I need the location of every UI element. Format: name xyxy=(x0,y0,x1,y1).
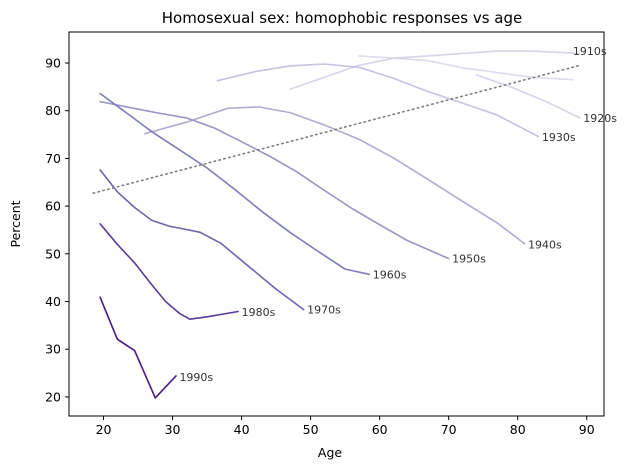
x-tick-label: 40 xyxy=(234,422,250,437)
y-tick-label: 70 xyxy=(45,151,61,166)
series-line-trend xyxy=(92,64,581,194)
x-tick-label: 30 xyxy=(165,422,181,437)
y-tick-label: 60 xyxy=(45,199,61,214)
x-tick-label: 60 xyxy=(372,422,388,437)
series-label-1940s: 1940s xyxy=(528,238,562,251)
y-tick-label: 40 xyxy=(45,294,61,309)
x-tick-label: 90 xyxy=(579,422,595,437)
series-line-1970s xyxy=(99,169,305,311)
series-line-1930s xyxy=(216,63,540,138)
series-label-1960s: 1960s xyxy=(373,268,407,281)
series-label-1910s: 1910s xyxy=(573,45,607,58)
series-line-1940s xyxy=(144,106,526,245)
series-label-1930s: 1930s xyxy=(542,131,576,144)
x-tick-label: 20 xyxy=(96,422,112,437)
plot-lines xyxy=(92,50,581,399)
x-tick-label: 70 xyxy=(441,422,457,437)
y-tick-label: 50 xyxy=(45,246,61,261)
y-tick-label: 90 xyxy=(45,56,61,71)
series-line-1950s xyxy=(99,100,450,260)
series-label-1990s: 1990s xyxy=(179,371,213,384)
series-labels: 1910s 1920s 1930s 1940s 1950s 1960s 1970s 1980s… xyxy=(179,45,617,384)
series-line-1920s-b xyxy=(475,74,581,119)
y-tick-label: 30 xyxy=(45,342,61,357)
series-line-1960s xyxy=(99,92,371,276)
x-axis: 20 30 40 50 60 70 80 90 xyxy=(96,416,595,437)
y-axis: 20 30 40 50 60 70 80 90 xyxy=(45,56,69,404)
x-tick-label: 50 xyxy=(303,422,319,437)
y-tick-label: 20 xyxy=(45,389,61,404)
y-tick-label: 80 xyxy=(45,103,61,118)
x-tick-label: 80 xyxy=(510,422,526,437)
x-axis-label: Age xyxy=(318,445,342,460)
series-label-1980s: 1980s xyxy=(242,306,276,319)
series-label-1920s: 1920s xyxy=(583,112,617,125)
series-line-1980s xyxy=(99,223,239,321)
series-label-1970s: 1970s xyxy=(307,304,341,317)
series-line-1990s xyxy=(99,296,177,399)
plot-frame xyxy=(68,31,605,417)
series-label-1950s: 1950s xyxy=(452,253,486,266)
series-line-1920s xyxy=(289,50,581,90)
chart-title: Homosexual sex: homophobic responses vs … xyxy=(162,9,523,27)
y-axis-label: Percent xyxy=(8,200,23,247)
